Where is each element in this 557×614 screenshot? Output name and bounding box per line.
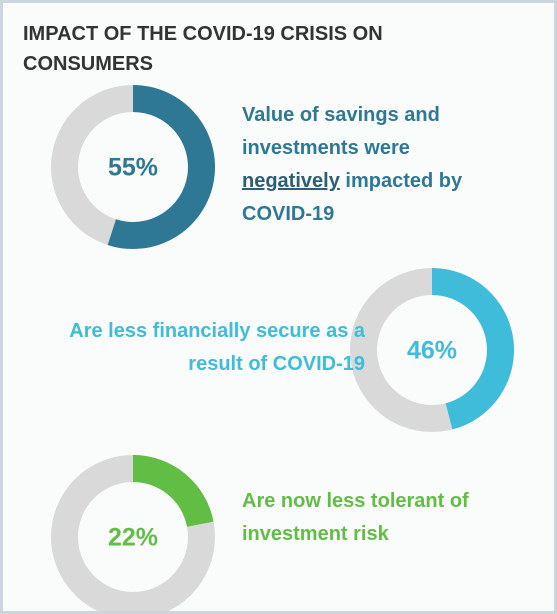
title: IMPACT OF THE COVID-19 CRISIS ON CONSUME…	[23, 23, 383, 75]
donut-segment	[107, 85, 215, 250]
value-label: 55%	[108, 154, 158, 182]
caption-part: Are less financially secure as a result …	[69, 320, 365, 375]
caption: Are now less tolerant of investment risk	[242, 485, 532, 551]
caption-part: Value of savings and investments were	[242, 104, 440, 159]
donut-segment	[432, 268, 514, 430]
value-label: 22%	[108, 524, 158, 552]
caption: Are less financially secure as a result …	[23, 315, 365, 381]
caption-part: Are now less tolerant of investment risk	[242, 490, 469, 545]
donuts: 55% 46% 22%	[51, 85, 514, 611]
caption-part: impacted by COVID-19	[242, 170, 463, 225]
value-label: 46%	[407, 337, 457, 365]
caption-part: negatively	[242, 170, 340, 192]
donut-segment	[133, 455, 214, 527]
caption: Value of savings and investments were ne…	[242, 99, 512, 231]
